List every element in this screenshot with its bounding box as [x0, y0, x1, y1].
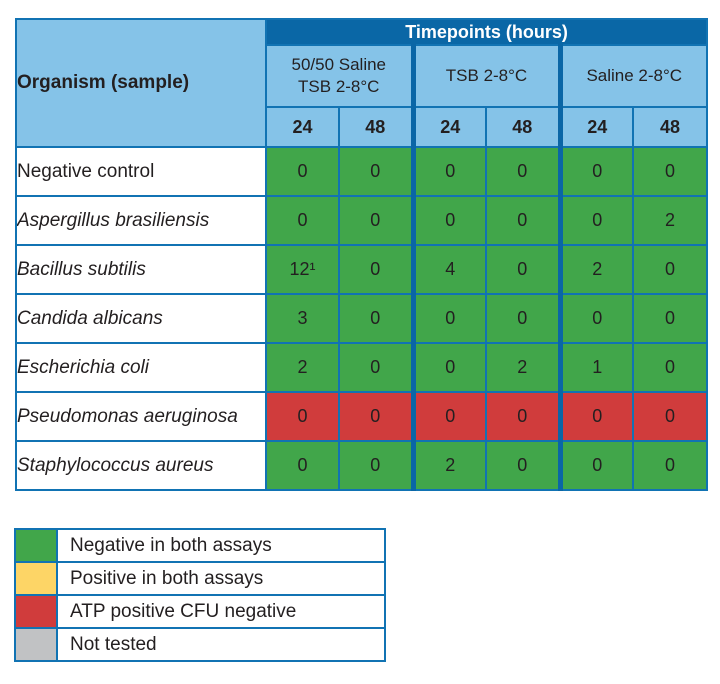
subcol-header-48: 48 [631, 106, 709, 148]
table-row: Aspergillus brasiliensis 0 0 0 0 0 2 [15, 195, 709, 246]
value-cell: 0 [338, 342, 414, 393]
header-row-timepoints: Organism (sample) Timepoints (hours) [15, 18, 709, 148]
organism-cell: Pseudomonas aeruginosa [15, 391, 267, 442]
value-cell: 0 [631, 244, 709, 295]
condition-header-saline: Saline 2-8°C [557, 44, 709, 108]
subcol-header-24: 24 [410, 106, 487, 148]
value-cell: 2 [557, 244, 634, 295]
value-cell: 0 [265, 440, 340, 491]
value-cell: 0 [338, 195, 414, 246]
organism-cell: Negative control [15, 146, 267, 197]
value-cell: 0 [410, 391, 487, 442]
value-cell: 0 [485, 293, 561, 344]
value-cell: 0 [338, 391, 414, 442]
value-cell: 2 [631, 195, 709, 246]
value-cell: 0 [265, 391, 340, 442]
table-row: Bacillus subtilis 12¹ 0 4 0 2 0 [15, 244, 709, 295]
value-cell: 0 [410, 146, 487, 197]
subcol-header-24: 24 [557, 106, 634, 148]
value-cell: 0 [557, 391, 634, 442]
value-cell: 2 [265, 342, 340, 393]
value-cell: 0 [631, 293, 709, 344]
table-row: Candida albicans 3 0 0 0 0 0 [15, 293, 709, 344]
organism-cell: Staphylococcus aureus [15, 440, 267, 491]
value-cell: 2 [410, 440, 487, 491]
legend-label: Positive in both assays [56, 561, 386, 596]
header-row-hours: 24 48 24 48 24 48 [16, 106, 709, 148]
legend-row: Positive in both assays [14, 561, 386, 596]
legend-row: Negative in both assays [14, 528, 386, 563]
legend-label: Negative in both assays [56, 528, 386, 563]
value-cell: 0 [631, 391, 709, 442]
subcol-header-48: 48 [485, 106, 561, 148]
value-cell: 0 [485, 440, 561, 491]
condition-header-saline-tsb: 50/50 Saline TSB 2-8°C [265, 44, 414, 108]
value-cell: 0 [338, 146, 414, 197]
value-cell: 2 [485, 342, 561, 393]
not-tested-swatch [14, 627, 58, 662]
value-cell: 12¹ [265, 244, 340, 295]
value-cell: 0 [557, 195, 634, 246]
organism-cell: Aspergillus brasiliensis [15, 195, 267, 246]
positive-swatch [14, 561, 58, 596]
atp-positive-cfu-negative-swatch [14, 594, 58, 629]
value-cell: 0 [557, 146, 634, 197]
value-cell: 0 [338, 244, 414, 295]
subcol-header-48: 48 [338, 106, 414, 148]
organism-cell: Bacillus subtilis [15, 244, 267, 295]
value-cell: 0 [410, 342, 487, 393]
value-cell: 0 [631, 146, 709, 197]
value-cell: 0 [265, 195, 340, 246]
subcol-header-24: 24 [265, 106, 340, 148]
negative-swatch [14, 528, 58, 563]
legend-label: Not tested [56, 627, 386, 662]
organism-cell: Escherichia coli [15, 342, 267, 393]
table-row: Escherichia coli 2 0 0 2 1 0 [15, 342, 709, 393]
condition-header-tsb: TSB 2-8°C [410, 44, 561, 108]
legend-row: Not tested [14, 627, 386, 662]
value-cell: 4 [410, 244, 487, 295]
value-cell: 0 [485, 195, 561, 246]
value-cell: 0 [338, 293, 414, 344]
value-cell: 0 [265, 146, 340, 197]
results-table-body: Negative control 0 0 0 0 0 0 Aspergillus brasil… [15, 146, 709, 491]
organism-column-header: Organism (sample) [15, 18, 267, 148]
value-cell: 0 [410, 293, 487, 344]
value-cell: 0 [338, 440, 414, 491]
table-row: Negative control 0 0 0 0 0 0 [15, 146, 709, 197]
table-row: Staphylococcus aureus 0 0 2 0 0 0 [15, 440, 709, 491]
results-table: Organism (sample) Timepoints (hours) 50/… [15, 18, 709, 491]
value-cell: 0 [485, 146, 561, 197]
table-row: Pseudomonas aeruginosa 0 0 0 0 0 0 [15, 391, 709, 442]
value-cell: 0 [485, 391, 561, 442]
organism-cell: Candida albicans [15, 293, 267, 344]
value-cell: 0 [557, 293, 634, 344]
value-cell: 0 [410, 195, 487, 246]
legend: Negative in both assays Positive in both … [14, 528, 386, 662]
header-row-conditions: 50/50 Saline TSB 2-8°C TSB 2-8°C Saline … [16, 44, 709, 108]
timepoints-header: Timepoints (hours) [264, 18, 709, 46]
value-cell: 0 [631, 342, 709, 393]
value-cell: 0 [485, 244, 561, 295]
value-cell: 1 [557, 342, 634, 393]
value-cell: 0 [631, 440, 709, 491]
legend-label: ATP positive CFU negative [56, 594, 386, 629]
value-cell: 0 [557, 440, 634, 491]
legend-row: ATP positive CFU negative [14, 594, 386, 629]
value-cell: 3 [265, 293, 340, 344]
legend-body: Negative in both assays Positive in both … [14, 528, 386, 662]
